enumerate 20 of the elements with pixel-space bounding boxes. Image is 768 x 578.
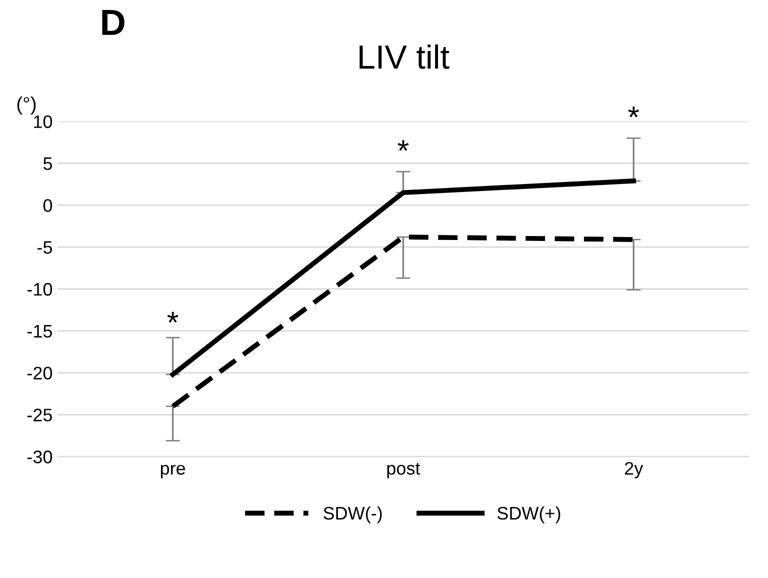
y-tick-label: -30 bbox=[27, 450, 52, 464]
y-tick-label: -20 bbox=[27, 366, 52, 380]
y-tick-label: -10 bbox=[27, 282, 52, 296]
y-tick-label: -15 bbox=[27, 325, 52, 338]
y-axis-title: (°) bbox=[17, 96, 36, 115]
y-tick-label: 5 bbox=[43, 157, 52, 170]
x-tick-label: 2y bbox=[624, 462, 644, 478]
text: D bbox=[102, 10, 124, 35]
x-tick-label: pre bbox=[160, 464, 186, 478]
legend-label: SDW(-) bbox=[324, 506, 382, 524]
annotation: * bbox=[398, 140, 409, 151]
annotation: * bbox=[167, 312, 178, 323]
y-tick-label: 10 bbox=[34, 115, 52, 128]
x-tick-label: post bbox=[387, 462, 420, 478]
y-tick-label: -5 bbox=[37, 241, 52, 254]
legend-label: SDW(+) bbox=[497, 506, 560, 524]
y-tick-label: 0 bbox=[43, 199, 52, 212]
chart-title: LIV tilt bbox=[360, 44, 450, 69]
annotation: * bbox=[628, 106, 640, 118]
y-tick-label: -25 bbox=[27, 408, 52, 422]
